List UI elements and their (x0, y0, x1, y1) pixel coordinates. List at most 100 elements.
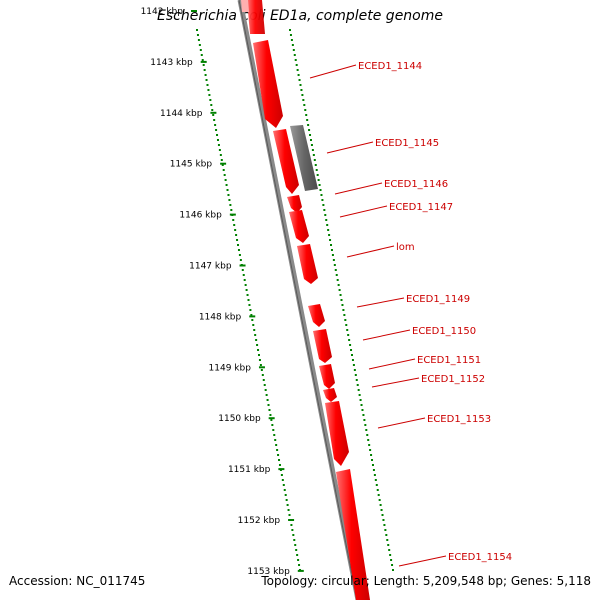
gene-label[interactable]: ECED1_1152 (421, 374, 485, 385)
gene-ECED1_1150[interactable] (313, 329, 332, 363)
ruler-dot (386, 539, 389, 541)
ruler-dot (237, 244, 240, 246)
ruler-dot (384, 529, 387, 531)
ruler-dot (351, 359, 354, 361)
ruler-label: 1148 kbp (199, 312, 242, 322)
ruler-dot (261, 374, 264, 376)
ruler-dot (282, 484, 285, 486)
accession-text: Accession: NC_011745 (9, 574, 146, 588)
ruler-dot (213, 119, 216, 121)
ruler-label: 1144 kbp (160, 109, 203, 119)
ruler-dot (208, 94, 211, 96)
ruler-dot (204, 74, 207, 76)
gene-ECED1_1154[interactable] (336, 469, 370, 600)
ruler-dot (391, 564, 394, 566)
ruler-dot (280, 474, 283, 476)
gene-ECED1_1149[interactable] (308, 304, 325, 327)
ruler-dot (385, 534, 388, 536)
ruler-dot (307, 124, 310, 126)
ruler-dot (297, 74, 300, 76)
ruler-dot (217, 144, 220, 146)
gene-lom[interactable] (289, 210, 309, 243)
gene-ECED1_1146[interactable] (273, 129, 299, 194)
gene-label[interactable]: ECED1_1153 (427, 414, 491, 425)
gene-ECED1_1152[interactable] (323, 388, 337, 402)
gene-label[interactable]: ECED1_1147 (389, 202, 453, 213)
ruler-dot (345, 324, 348, 326)
ruler-dot (291, 529, 294, 531)
ruler-dot (293, 539, 296, 541)
ruler-dot (336, 279, 339, 281)
ruler-dot (366, 434, 369, 436)
ruler-dot (371, 464, 374, 466)
ruler-dot (205, 79, 208, 81)
ruler-dot (221, 164, 224, 166)
ruler-dot (273, 434, 276, 436)
ruler-dot (232, 219, 235, 221)
ruler-dot (196, 34, 199, 36)
ruler-dot (355, 379, 358, 381)
ruler-dot (256, 344, 259, 346)
ruler-dot (328, 234, 331, 236)
gene-label[interactable]: ECED1_1151 (417, 355, 481, 366)
ruler-dot (299, 84, 302, 86)
ruler-dot (289, 34, 292, 36)
ruler-dot (246, 294, 249, 296)
gene-feature (247, 0, 265, 34)
ruler-dot (250, 314, 253, 316)
left-ruler (196, 29, 301, 571)
ruler-dot (284, 494, 287, 496)
ruler-dot (216, 139, 219, 141)
ruler-dot (201, 59, 204, 61)
gene-label[interactable]: ECED1_1149 (406, 294, 470, 305)
ruler-dot (354, 374, 357, 376)
ruler-dot (202, 64, 205, 66)
ruler-dot (370, 454, 373, 456)
ruler-dot (196, 29, 198, 31)
ruler-dot (272, 429, 275, 431)
ruler-label: 1153 kbp (247, 567, 290, 577)
ruler-dot (321, 199, 324, 201)
ruler-dot (297, 559, 300, 561)
ruler-dot (262, 379, 265, 381)
ruler-dot (387, 544, 390, 546)
gene-ECED1_1147[interactable] (287, 195, 302, 213)
ruler-dot (265, 394, 268, 396)
ruler-dot (241, 269, 244, 271)
gene-label[interactable]: ECED1_1154 (448, 552, 512, 563)
ruler-dot (294, 544, 297, 546)
ruler-dot (291, 44, 294, 46)
ruler-dot (316, 174, 319, 176)
ruler-dot (310, 144, 313, 146)
ruler-dot (365, 429, 368, 431)
ruler-dot (353, 369, 356, 371)
ruler-dot (374, 479, 377, 481)
gene-ECED1_1144[interactable] (253, 40, 283, 128)
ruler-dot (206, 84, 209, 86)
ruler-dot (218, 149, 221, 151)
ruler-dot (268, 409, 271, 411)
ruler-dot (376, 489, 379, 491)
ruler-dot (275, 444, 278, 446)
ruler-dot (303, 104, 306, 106)
ruler-dot (295, 64, 298, 66)
ruler-dot (356, 384, 359, 386)
gene-label[interactable]: lom (396, 242, 415, 253)
gene-ECED1_1151[interactable] (319, 364, 335, 389)
ruler-dot (373, 474, 376, 476)
ruler-dot (309, 134, 312, 136)
ruler-dot (301, 94, 304, 96)
gene-label[interactable]: ECED1_1146 (384, 179, 448, 190)
gene-ECED1_1145[interactable] (290, 125, 318, 191)
gene-label[interactable]: ECED1_1145 (375, 138, 439, 149)
ruler-dot (340, 299, 343, 301)
gene-label[interactable]: ECED1_1144 (358, 61, 422, 72)
gene-ECED1_1153[interactable] (325, 401, 349, 466)
ruler-dot (300, 89, 303, 91)
ruler-dot (269, 414, 272, 416)
ruler-dot (381, 514, 384, 516)
ruler-dot (277, 454, 280, 456)
ruler-dot (377, 494, 380, 496)
ruler-dot (287, 509, 290, 511)
gene-label[interactable]: ECED1_1150 (412, 326, 476, 337)
